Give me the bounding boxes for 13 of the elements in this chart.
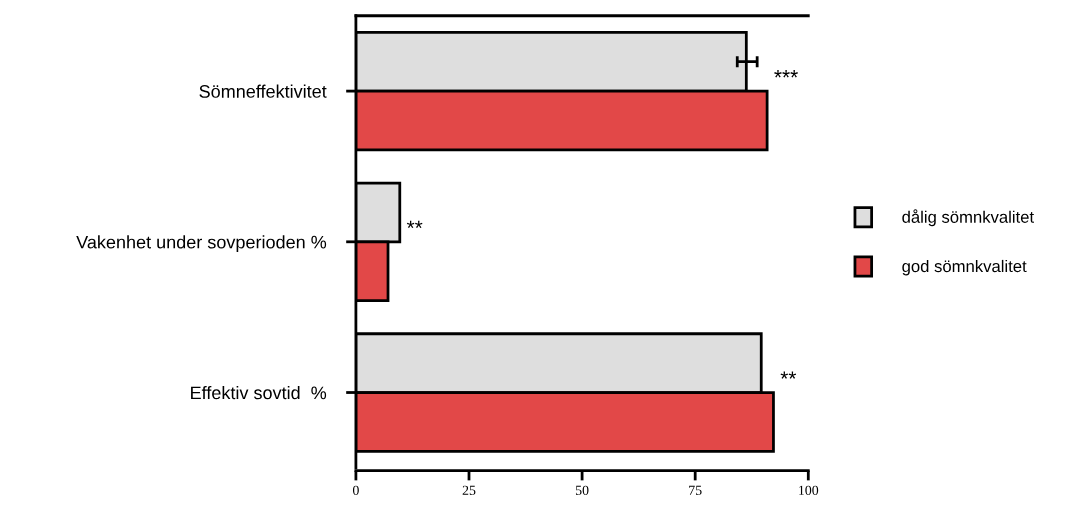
x-tick-label: 0 [352, 485, 359, 495]
annotation: *** [774, 70, 798, 78]
annotation: ** [406, 220, 423, 229]
x-tick-label: 100 [799, 485, 819, 495]
y-tick-label: Vakenhet under sovperioden % [76, 235, 327, 253]
x-tick-label: 50 [575, 485, 589, 495]
y-tick-label: Effektiv sovtid % [191, 385, 327, 400]
legend-label: god sömnkvalitet [902, 259, 1027, 276]
annotation: ** [780, 371, 797, 379]
x-tick-label: 75 [689, 485, 702, 495]
x-tick-label: 25 [462, 485, 476, 495]
y-tick-label: Sömneffektivitet [199, 84, 327, 98]
legend-label: dålig sömnkvalitet [902, 209, 1034, 227]
